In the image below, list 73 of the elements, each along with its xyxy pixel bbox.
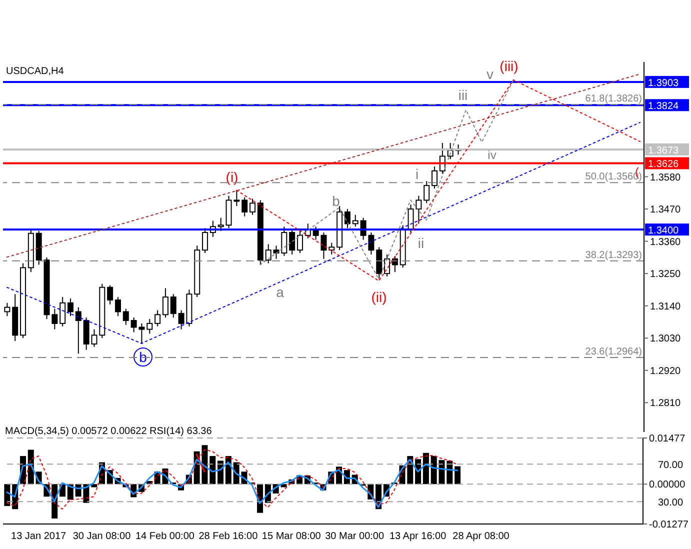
chart-title: USDCAD,H4	[6, 66, 64, 77]
annotation: i	[415, 166, 419, 182]
y-tick-label: 1.3250	[650, 269, 682, 280]
bar	[430, 456, 437, 484]
candlestick	[424, 180, 430, 204]
x-tick-label: 28 Feb 16:00	[198, 531, 258, 542]
x-tick-label: 28 Apr 08:00	[452, 531, 510, 542]
ref-line-label: 38.2(1.3293)	[585, 250, 642, 261]
y-tick-label: 1.3360	[650, 236, 682, 248]
y2-tick-label: 70.00	[658, 460, 684, 472]
bar	[4, 484, 10, 506]
ref-line-label: 1.3673	[648, 145, 680, 156]
bar	[454, 466, 461, 484]
candlestick	[242, 196, 248, 217]
candlestick	[170, 294, 176, 318]
ref-line-label: 1.3626	[648, 159, 680, 170]
y-tick-label: 1.3470	[650, 204, 682, 216]
candlestick	[432, 166, 438, 189]
candlestick	[107, 284, 114, 305]
y2-tick-label: 30.00	[658, 498, 684, 509]
ref-line-label: 23.6(1.2964)	[585, 346, 642, 358]
annotation: b	[139, 349, 148, 365]
annotation: (iii)	[500, 58, 518, 74]
y-tick-label: 0.00000	[649, 480, 686, 491]
candlestick	[352, 214, 358, 228]
candlestick	[289, 229, 296, 255]
bar	[422, 452, 429, 484]
annotation: iii	[458, 87, 468, 103]
candlestick	[376, 246, 382, 280]
x-tick-label: 13 Apr 16:00	[389, 531, 447, 542]
x-tick-label: 30 Mar 00:00	[325, 531, 384, 542]
candlestick	[202, 228, 208, 254]
ref-line-label: 1.3400	[648, 226, 680, 237]
y-tick-label: 0.01477	[649, 434, 686, 445]
ref-line-label: 1.3903	[648, 78, 680, 89]
bar	[210, 456, 216, 484]
annotation: (ii)	[371, 289, 387, 305]
x-tick-label: 13 Jan 2017	[11, 531, 67, 542]
candlestick	[328, 242, 335, 255]
chart-title: MACD(5,34,5) 0.00572 0.00622 RSI(14) 63.36	[5, 426, 212, 437]
annotation: iv	[488, 148, 496, 162]
candlestick	[75, 306, 82, 354]
annotation: a	[276, 284, 284, 300]
annotation: ii	[418, 235, 424, 251]
candlestick	[114, 296, 121, 317]
annotation: b	[332, 193, 340, 209]
y-tick-label: 1.3140	[650, 301, 682, 312]
annotation: v	[486, 66, 494, 82]
candlestick	[122, 308, 129, 326]
ref-line-label: 1.3824	[648, 101, 680, 112]
y-tick-label: 1.3580	[650, 172, 682, 184]
candlestick	[344, 208, 350, 229]
candlestick	[281, 226, 288, 256]
candlestick	[162, 288, 168, 318]
x-tick-label: 14 Feb 00:00	[136, 531, 195, 542]
y-tick-label: -0.01277	[649, 520, 689, 531]
y-tick-label: 1.3030	[650, 334, 682, 345]
annotation: (i)	[226, 169, 238, 185]
x-tick-label: 15 Mar 08:00	[262, 531, 322, 542]
y-tick-label: 1.2810	[650, 398, 682, 410]
candlestick	[296, 230, 303, 254]
candlestick	[218, 217, 224, 232]
x-tick-label: 30 Jan 08:00	[72, 531, 132, 542]
line-series	[6, 449, 458, 510]
candlestick	[67, 298, 74, 317]
candlestick	[154, 310, 161, 327]
ref-line-label: 61.8(1.3826)	[585, 94, 642, 105]
candlestick	[4, 302, 10, 317]
y-tick-label: 1.2920	[650, 366, 682, 377]
candlestick	[60, 296, 66, 327]
candlestick	[146, 318, 153, 334]
candlestick	[250, 198, 256, 216]
line-series	[6, 458, 458, 508]
